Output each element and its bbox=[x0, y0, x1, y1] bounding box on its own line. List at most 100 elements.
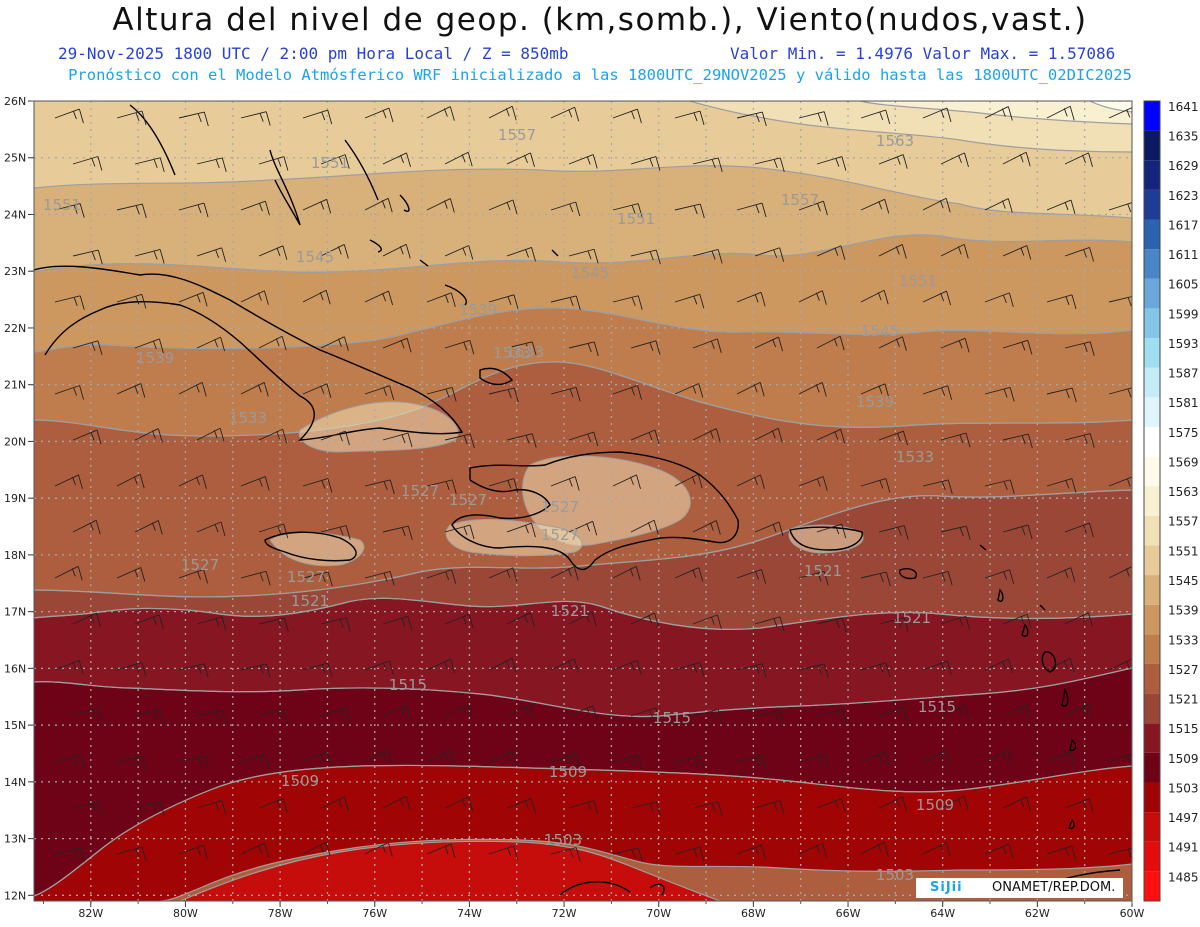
lat-tick-label: 20N bbox=[4, 435, 26, 448]
wind-barb bbox=[488, 567, 518, 582]
wind-barb bbox=[630, 612, 660, 628]
wind-barb bbox=[320, 430, 350, 446]
map-title: Altura del nivel de geop. (km,somb.), Vi… bbox=[112, 2, 1088, 38]
isoline-1497 bbox=[179, 840, 721, 901]
lat-tick-label: 15N bbox=[4, 719, 26, 732]
wind-barb bbox=[364, 197, 393, 213]
wind-barb bbox=[196, 521, 226, 537]
wind-barb bbox=[1108, 753, 1132, 764]
contour-label: 1515 bbox=[918, 698, 956, 716]
wind-barb bbox=[302, 571, 333, 587]
contour-label: 1509 bbox=[916, 796, 954, 814]
wind-barb bbox=[816, 708, 847, 724]
coastline bbox=[419, 259, 429, 267]
wind-barb bbox=[426, 658, 456, 674]
contour-label: 1527 bbox=[541, 526, 579, 544]
lon-tick-label: 60W bbox=[1120, 907, 1145, 920]
wind-barb bbox=[178, 755, 209, 770]
wind-barb bbox=[754, 616, 785, 631]
wind-barb bbox=[1108, 387, 1132, 398]
wind-barb bbox=[984, 843, 1014, 859]
wind-barb bbox=[798, 290, 827, 305]
wind-barb bbox=[426, 569, 457, 584]
wind-barb bbox=[630, 801, 661, 817]
isoline-1503 bbox=[34, 764, 1132, 901]
contour-label: 1503 bbox=[876, 866, 914, 884]
wind-barb bbox=[364, 385, 395, 400]
coastline bbox=[1041, 651, 1057, 673]
wind-barb bbox=[426, 292, 456, 307]
wind-barb bbox=[72, 429, 102, 445]
wind-barb bbox=[116, 661, 147, 677]
wind-barb bbox=[1108, 566, 1132, 579]
lon-tick-label: 66W bbox=[836, 907, 861, 920]
wind-barb bbox=[550, 847, 581, 862]
wind-barb bbox=[984, 198, 1013, 213]
lon-tick-label: 82W bbox=[78, 907, 103, 920]
wind-barb bbox=[116, 383, 146, 398]
wind-barb bbox=[444, 613, 474, 629]
contour-label: 1545 bbox=[296, 248, 334, 266]
contour-label: 1545 bbox=[861, 322, 899, 340]
contour-label: 1527 bbox=[287, 568, 325, 586]
lat-tick-label: 18N bbox=[4, 549, 26, 562]
wind-barb bbox=[878, 796, 907, 811]
wind-barb bbox=[178, 663, 209, 678]
lat-tick-label: 26N bbox=[4, 95, 26, 108]
coastline bbox=[344, 139, 379, 201]
wind-barb bbox=[364, 290, 394, 306]
wind-barb bbox=[444, 151, 473, 167]
wind-barb bbox=[364, 571, 395, 586]
wind-barb bbox=[674, 473, 703, 489]
wind-barb bbox=[54, 203, 85, 218]
colorbar-label: 1581 bbox=[1168, 396, 1199, 410]
wind-barb bbox=[54, 754, 85, 770]
wind-barb bbox=[860, 571, 891, 587]
coastline bbox=[997, 588, 1004, 602]
wind-barb bbox=[674, 846, 705, 862]
colorbar-swatch bbox=[1144, 871, 1160, 901]
wind-barb bbox=[860, 662, 891, 677]
wind-barb bbox=[72, 612, 102, 628]
contour-label: 1539 bbox=[136, 349, 174, 367]
wind-barb bbox=[754, 709, 785, 725]
contour-label: 1509 bbox=[281, 772, 319, 790]
wind-barb bbox=[488, 657, 517, 673]
wind-barb bbox=[878, 430, 908, 446]
coastline bbox=[479, 367, 514, 386]
valid-time-label: 29-Nov-2025 1800 UTC / 2:00 pm Hora Loca… bbox=[58, 44, 569, 63]
wind-barb bbox=[674, 567, 704, 582]
colorbar-label: 1611 bbox=[1168, 248, 1199, 262]
wind-barb bbox=[506, 341, 537, 356]
wind-barb bbox=[568, 431, 599, 447]
height-band-1497 bbox=[180, 841, 720, 901]
contour-label: 1533 bbox=[229, 409, 267, 427]
wind-barb bbox=[488, 478, 519, 493]
wind-barb bbox=[1002, 524, 1033, 540]
wind-barb bbox=[116, 473, 145, 489]
height-band-1503 bbox=[34, 765, 1132, 901]
wind-barb bbox=[860, 751, 890, 767]
wind-barb bbox=[426, 749, 455, 765]
wind-barb bbox=[320, 707, 350, 722]
wind-barb bbox=[798, 200, 828, 216]
wind-barb bbox=[922, 842, 951, 857]
colorbar-label: 1539 bbox=[1168, 604, 1199, 618]
wind-barb bbox=[612, 565, 641, 581]
wind-barb bbox=[1108, 202, 1132, 213]
height-band-1563 bbox=[690, 101, 1132, 124]
wind-barb bbox=[984, 569, 1015, 584]
colorbar-label: 1629 bbox=[1168, 159, 1199, 173]
height-band-1521 bbox=[34, 490, 1132, 630]
colorbar-label: 1527 bbox=[1168, 663, 1199, 677]
lon-tick-label: 68W bbox=[741, 907, 766, 920]
wind-barb bbox=[1108, 107, 1132, 119]
coastline bbox=[1061, 688, 1069, 707]
colorbar-label: 1557 bbox=[1168, 515, 1199, 529]
wind-barb bbox=[364, 107, 394, 123]
colorbar-label: 1563 bbox=[1168, 485, 1199, 499]
height-band-1515 bbox=[34, 598, 1132, 717]
wind-barb bbox=[134, 709, 165, 724]
wind-barb bbox=[54, 847, 85, 863]
wind-barb bbox=[240, 842, 270, 858]
